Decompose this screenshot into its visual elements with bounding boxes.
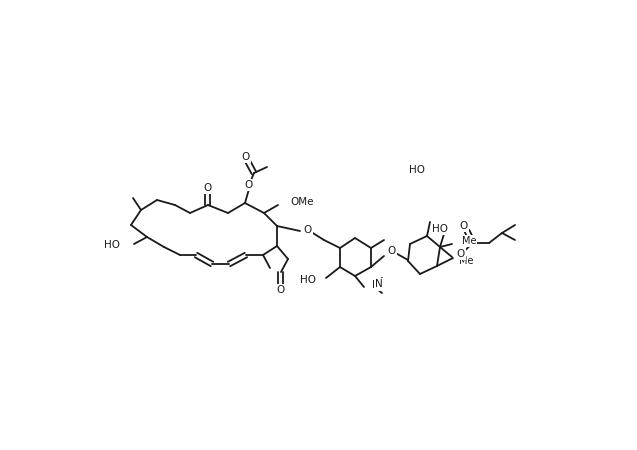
- Text: HO: HO: [409, 165, 425, 175]
- Text: Me: Me: [462, 236, 476, 246]
- Text: OMe: OMe: [290, 197, 313, 207]
- Text: N: N: [375, 279, 383, 289]
- Text: O: O: [277, 285, 285, 295]
- Text: HO: HO: [104, 240, 120, 250]
- Text: O: O: [242, 152, 250, 162]
- Text: O: O: [460, 221, 468, 231]
- Text: HO: HO: [432, 224, 448, 234]
- Text: O: O: [245, 180, 253, 190]
- Text: Me: Me: [459, 256, 473, 266]
- Text: N: N: [372, 280, 380, 290]
- Text: HO: HO: [300, 275, 316, 285]
- Text: O: O: [204, 183, 212, 193]
- Text: O: O: [388, 246, 396, 256]
- Text: OH: OH: [301, 276, 317, 286]
- Text: O: O: [304, 225, 312, 235]
- Text: O: O: [457, 249, 465, 259]
